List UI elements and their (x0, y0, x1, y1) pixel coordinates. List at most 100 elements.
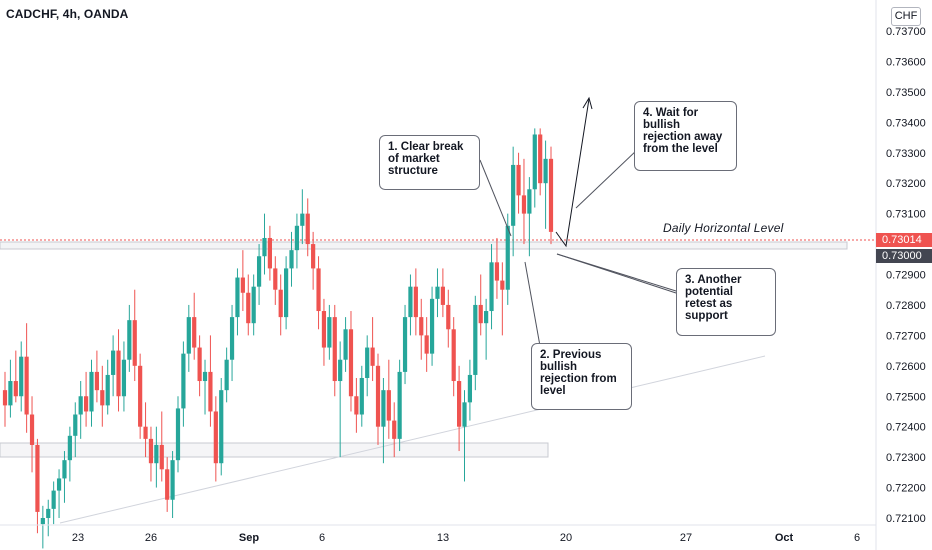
candle (467, 359, 473, 421)
candle (451, 317, 456, 397)
candle (83, 371, 89, 427)
candle (343, 317, 348, 372)
candle (111, 335, 116, 397)
candle (132, 289, 137, 382)
candle-body (121, 359, 127, 397)
candle-body (273, 268, 278, 290)
candle (229, 304, 235, 382)
candle-body (219, 390, 224, 464)
symbol-title: CADCHF, 4h, OANDA (6, 7, 129, 21)
candle (435, 268, 440, 318)
daily-level-label: Daily Horizontal Level (663, 221, 784, 235)
candle-body (132, 320, 137, 366)
candle-body (321, 311, 327, 348)
candle (532, 128, 537, 208)
candle-body (138, 365, 143, 427)
candle (386, 359, 391, 439)
candle-body (40, 518, 45, 525)
currency-button[interactable]: CHF (891, 7, 921, 26)
candle (94, 350, 100, 403)
candle-body (262, 237, 267, 257)
candle (278, 274, 283, 336)
candle-body (105, 374, 110, 406)
candle-body (311, 244, 316, 269)
candle-body (181, 353, 186, 409)
candle (489, 244, 494, 330)
candle-body (386, 390, 391, 421)
candle-body (143, 426, 148, 439)
candle-body (370, 347, 375, 366)
candle (327, 304, 332, 360)
candle-body (343, 329, 348, 360)
candle-body (94, 371, 100, 391)
candle-body (402, 317, 408, 372)
candle (538, 128, 543, 196)
candle (375, 353, 381, 445)
support-zone[interactable] (0, 442, 549, 458)
candle-body (348, 329, 354, 397)
callout-wait-rejection[interactable]: 4. Wait for bullish rejection away from … (634, 101, 737, 171)
candle (332, 304, 337, 397)
daily-level-zone[interactable] (0, 241, 848, 250)
candle (516, 152, 521, 214)
last-price-tag: 0.73014 (876, 233, 932, 247)
candle-body (538, 134, 543, 184)
callout-retest-support[interactable]: 3. Another potential retest as support (676, 268, 776, 336)
candle (19, 341, 24, 412)
candle (521, 158, 527, 245)
candle-body (159, 444, 164, 470)
projection-path[interactable] (555, 98, 590, 248)
candle (235, 268, 240, 336)
candle-body (78, 396, 83, 415)
candle (273, 256, 278, 305)
candle-body (413, 286, 418, 318)
callout-break-of-structure[interactable]: 1. Clear break of market structure (379, 135, 480, 190)
y-tick-label: 0.72300 (886, 452, 926, 464)
candle (143, 402, 148, 458)
candle-body (424, 335, 429, 354)
candle-body (456, 381, 462, 427)
candle (35, 438, 40, 534)
candle (78, 381, 83, 439)
x-tick-label: 6 (319, 532, 325, 544)
x-tick-label: 6 (854, 532, 860, 544)
candle (202, 359, 208, 415)
callout-previous-rejection[interactable]: 2. Previous bullish rejection from level (531, 343, 632, 410)
y-tick-label: 0.72600 (886, 361, 926, 373)
candle (316, 256, 321, 330)
candle-body (527, 189, 532, 214)
y-tick-label: 0.73600 (886, 56, 926, 68)
candle-body (365, 347, 370, 378)
candle (51, 481, 56, 525)
candle-body (197, 347, 202, 382)
candle (127, 304, 132, 372)
candle-body (202, 371, 208, 382)
candle (429, 286, 435, 366)
candle-body (29, 414, 35, 445)
candle-body (127, 320, 132, 360)
candle (213, 396, 218, 482)
candle (543, 140, 548, 229)
candle (105, 359, 110, 415)
candle-body (116, 350, 121, 397)
candle-body (397, 371, 402, 439)
candle (197, 335, 202, 397)
candle (478, 274, 483, 336)
x-tick-label: 20 (560, 532, 572, 544)
candle (267, 225, 272, 281)
candle (397, 359, 402, 452)
candle (305, 198, 310, 257)
candle (262, 213, 267, 275)
candle-body (338, 359, 343, 382)
candle-body (446, 304, 451, 330)
candle-body (256, 256, 262, 287)
candle (381, 377, 386, 464)
ascending-trendline[interactable] (59, 355, 766, 524)
y-tick-label: 0.73500 (886, 87, 926, 99)
candle-body (2, 390, 8, 406)
x-tick-label: 27 (680, 532, 692, 544)
candle-body (186, 317, 191, 354)
candle (100, 365, 105, 427)
y-tick-label: 0.72700 (886, 330, 926, 342)
